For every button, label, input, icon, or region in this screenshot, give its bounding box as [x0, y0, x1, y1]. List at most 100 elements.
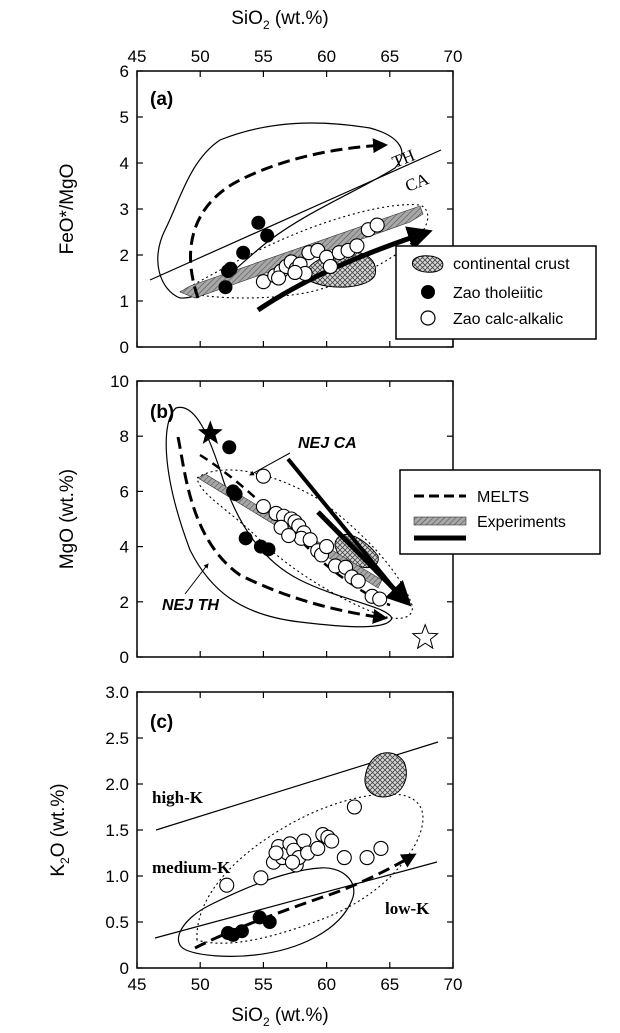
calcalkalic-point — [350, 573, 366, 589]
calcalkalic-point — [336, 850, 352, 866]
x-tick-label: 50 — [191, 47, 210, 66]
a-ca-field — [178, 204, 429, 299]
legend-tholeiitic-marker — [421, 285, 435, 299]
panel-b-ylabel: MgO (wt.%) — [57, 469, 78, 569]
calcalkalic-point — [302, 532, 318, 548]
panel-a-ylabel: FeO*/MgO — [57, 164, 78, 255]
nej-th-pointer — [184, 563, 209, 595]
y-tick-label: 4 — [120, 538, 129, 557]
ca-label: CA — [402, 169, 432, 196]
calcalkalic-point — [255, 468, 271, 484]
legend-crust-swatch — [411, 255, 444, 273]
y-tick-label: 2.0 — [105, 775, 129, 794]
c-th-field — [177, 867, 355, 957]
th-ca-line — [149, 149, 442, 281]
calcalkalic-point — [284, 854, 301, 870]
legend-experiments-label: Experiments — [477, 514, 566, 531]
low-k-label: low-K — [385, 899, 430, 918]
filled-star-point — [197, 420, 223, 444]
panel-c-tag: (c) — [150, 712, 173, 733]
calcalkalic-point — [346, 799, 362, 815]
calcalkalic-point — [369, 217, 385, 233]
panel-c-ticks: 0 0.5 1.0 1.5 2.0 2.5 3.0 45 50 55 60 65 70 — [105, 683, 462, 994]
x-tick-label: 50 — [191, 975, 210, 994]
x-axis-title-top: SiO2 (wt.%) — [231, 8, 328, 32]
open-star-point — [411, 623, 439, 650]
calcalkalic-point — [349, 238, 365, 254]
y-tick-label: 1.5 — [105, 821, 129, 840]
high-k-label: high-K — [152, 788, 204, 807]
calcalkalic-point — [253, 870, 269, 886]
y-tick-label: 0.5 — [105, 913, 129, 932]
tholeiitic-point — [223, 261, 238, 276]
panel-b-points — [197, 420, 439, 650]
x-tick-label: 70 — [444, 975, 463, 994]
legend-melts-label: MELTS — [477, 489, 529, 506]
panel-c-frame — [136, 691, 454, 969]
y-tick-label: 6 — [120, 62, 129, 81]
y-tick-label: 5 — [120, 108, 129, 127]
panel-c-points — [219, 799, 389, 942]
tholeiitic-point — [218, 280, 233, 295]
calcalkalic-point — [287, 264, 303, 281]
y-tick-label: 0 — [120, 648, 129, 667]
y-tick-label: 10 — [110, 372, 129, 391]
y-tick-label: 4 — [120, 154, 129, 173]
panel-c-ylabel: K2O (wt.%) — [48, 783, 72, 876]
x-tick-label: 45 — [128, 47, 147, 66]
tholeiitic-point — [262, 915, 277, 929]
y-tick-label: 2 — [120, 246, 129, 265]
calcalkalic-point — [372, 591, 388, 607]
calcalkalic-point — [268, 845, 284, 861]
nej-ca-label: NEJ CA — [298, 435, 357, 452]
b-experiments-arrow-2 — [286, 457, 407, 604]
medium-low-k-line — [154, 861, 438, 939]
y-tick-label: 2.5 — [105, 729, 129, 748]
legend-crust-label: continental crust — [453, 256, 570, 273]
tholeiitic-point — [222, 440, 237, 455]
x-tick-label: 55 — [254, 47, 273, 66]
x-axis-title-bottom: SiO2 (wt.%) — [231, 1005, 328, 1029]
legend-b: MELTS Experiments — [399, 469, 601, 555]
calcalkalic-point — [322, 258, 338, 275]
c-crust-field — [364, 752, 407, 798]
y-tick-label: 2 — [120, 593, 129, 612]
panel-b-ticks: 0 2 4 6 8 10 — [110, 372, 454, 667]
y-tick-label: 3 — [120, 200, 129, 219]
legend-tholeiitic-label: Zao tholeiitic — [453, 285, 543, 302]
tholeiitic-point — [228, 487, 243, 502]
tholeiitic-point — [236, 245, 251, 260]
x-tick-label: 65 — [380, 975, 399, 994]
calcalkalic-point — [271, 270, 287, 286]
panel-a-points — [218, 215, 385, 295]
calcalkalic-point — [219, 877, 235, 893]
medium-k-label: medium-K — [152, 858, 231, 877]
panel-b-tag: (b) — [150, 402, 174, 423]
b-th-field — [165, 406, 393, 628]
tholeiitic-point — [251, 215, 266, 230]
panel-a-tag: (a) — [150, 89, 173, 110]
y-tick-label: 1.0 — [105, 867, 129, 886]
y-tick-label: 0 — [120, 338, 129, 357]
y-tick-label: 3.0 — [105, 683, 129, 702]
x-tick-label: 45 — [128, 975, 147, 994]
a-melts-path — [189, 138, 388, 299]
legend-a: continental crust Zao tholeiitic Zao cal… — [395, 245, 597, 340]
calcalkalic-point — [255, 499, 271, 515]
x-tick-label: 60 — [317, 975, 336, 994]
panel-b: 0 2 4 6 8 10 (b) MgO (wt.%) NEJ CA NEJ TH MEL… — [57, 372, 601, 667]
calcalkalic-point — [310, 840, 326, 856]
calcalkalic-point — [281, 528, 297, 544]
b-melts-path — [176, 436, 388, 624]
x-tick-label: 65 — [380, 47, 399, 66]
tholeiitic-point — [234, 924, 249, 939]
x-tick-label: 70 — [444, 47, 463, 66]
tholeiitic-point — [261, 542, 276, 557]
legend-calcalkalic-marker — [420, 310, 436, 326]
y-tick-label: 6 — [120, 482, 129, 501]
nej-ca-pointer — [249, 452, 291, 476]
calcalkalic-point — [373, 840, 389, 856]
